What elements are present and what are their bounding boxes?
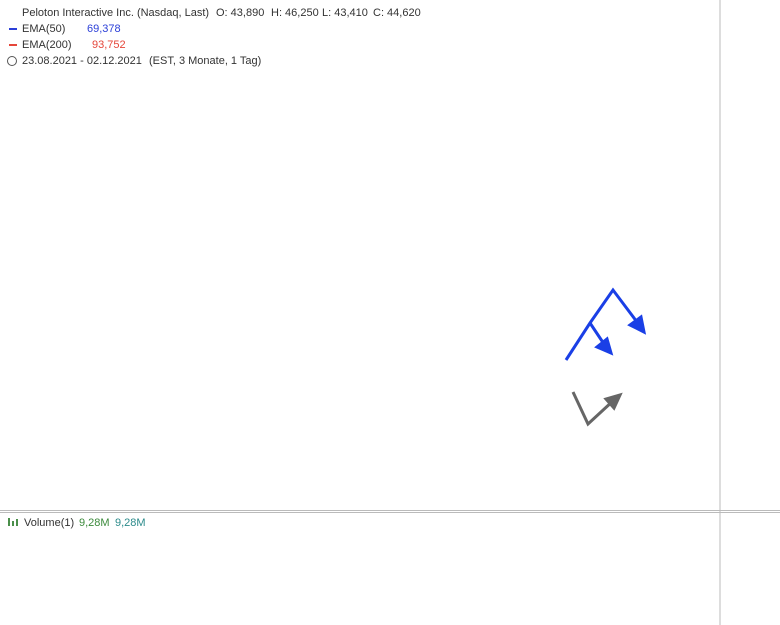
- ohlc: H: 46,250: [271, 7, 319, 19]
- legend-label: EMA(50): [22, 23, 65, 35]
- clock-icon: [7, 56, 17, 66]
- arrowhead: [603, 392, 623, 411]
- chart-title: Peloton Interactive Inc. (Nasdaq, Last): [22, 7, 209, 19]
- legend-label: EMA(200): [22, 39, 72, 51]
- ohlc: C: 44,620: [373, 7, 421, 19]
- legend-label: Volume(1): [24, 517, 74, 529]
- legend-value: 69,378: [87, 23, 121, 35]
- legend-value: 93,752: [92, 39, 126, 51]
- legend-value: 9,28M: [115, 517, 146, 529]
- ohlc: O: 43,890: [216, 7, 264, 19]
- date-range: 23.08.2021 - 02.12.2021: [22, 55, 142, 67]
- volume-icon: [16, 519, 18, 526]
- arrow: [564, 287, 642, 361]
- volume-icon: [8, 518, 10, 526]
- period: (EST, 3 Monate, 1 Tag): [149, 55, 261, 67]
- arrowhead: [594, 336, 614, 356]
- legend: Peloton Interactive Inc. (Nasdaq, Last) …: [7, 5, 422, 529]
- volume-icon: [12, 521, 14, 526]
- legend-value: 9,28M: [79, 517, 110, 529]
- arrow: [571, 391, 616, 427]
- ohlc: L: 43,410: [322, 7, 368, 19]
- arrowhead: [627, 314, 647, 335]
- forecast-arrows: [564, 287, 647, 427]
